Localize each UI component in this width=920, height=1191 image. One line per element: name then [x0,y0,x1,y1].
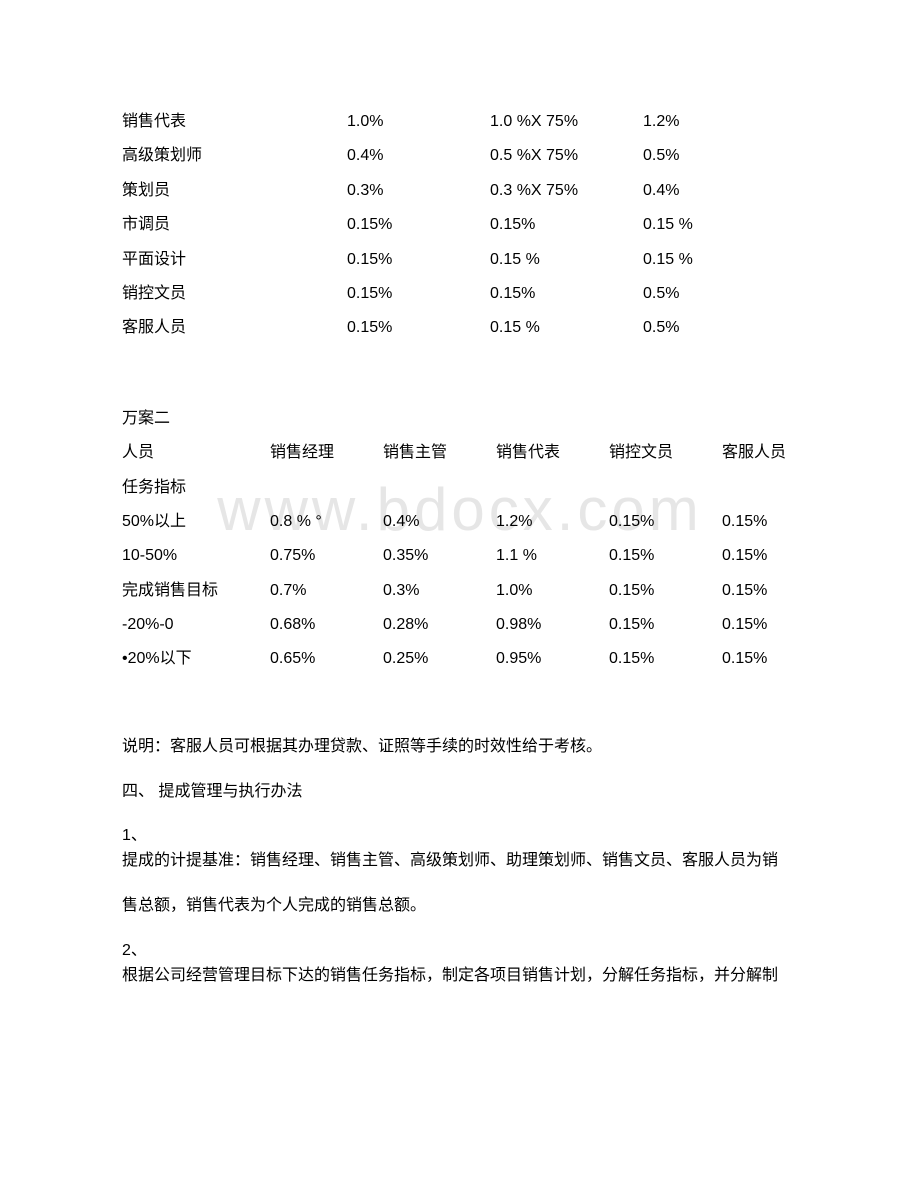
row-value: 0.15% [347,277,490,311]
item-2-number: 2、 [122,942,147,959]
row-label: -20%-0 [122,608,270,642]
row-value: 1.0 %X 75% [490,105,643,139]
row-value: 0.15 % [490,311,643,345]
subheader-label: 任务指标 [122,471,270,505]
commission-table-2: 人员销售经理销售主管销售代表销控文员客服人员任务指标50%以上0.8 % °0.… [122,436,798,677]
row-value: 0.15 % [643,243,798,277]
row-value: 0.4% [383,505,496,539]
table-row: 10-50%0.75%0.35%1.1 %0.15%0.15% [122,539,798,573]
row-label: 50%以上 [122,505,270,539]
row-value: 0.25% [383,642,496,676]
row-value: 1.2% [496,505,609,539]
row-value: 0.75% [270,539,383,573]
row-value: 0.15% [490,208,643,242]
row-value: 0.15% [609,505,722,539]
table-row: 平面设计0.15%0.15 %0.15 % [122,243,798,277]
row-value: 0.15% [609,574,722,608]
row-value: 0.5% [643,277,798,311]
row-label: 高级策划师 [122,139,347,173]
row-value: 1.2% [643,105,798,139]
row-value: 0.15% [490,277,643,311]
table-subheader-row: 任务指标 [122,471,798,505]
table-row: 策划员0.3%0.3 %X 75%0.4% [122,174,798,208]
row-value: 1.1 % [496,539,609,573]
row-value: 0.15% [347,208,490,242]
paragraph-section: 说明：客服人员可根据其办理贷款、证照等手续的时效性给于考核。 四、 提成管理与执… [122,735,798,989]
row-value: 0.7% [270,574,383,608]
table-row: -20%-00.68%0.28%0.98%0.15%0.15% [122,608,798,642]
item-1-continuation: 售总额，销售代表为个人完成的销售总额。 [122,894,798,919]
row-label: 销售代表 [122,105,347,139]
row-value: 0.15% [347,243,490,277]
row-value: 0.68% [270,608,383,642]
row-value: 0.15% [722,642,798,676]
item-1: 1、 提成的计提基准：销售经理、销售主管、高级策划师、助理策划师、销售文员、客服… [122,824,798,874]
row-value: 0.95% [496,642,609,676]
column-header: 客服人员 [722,436,798,470]
row-value: 0.15% [722,505,798,539]
row-value: 0.5 %X 75% [490,139,643,173]
row-value: 0.15% [722,574,798,608]
row-value: 0.4% [643,174,798,208]
row-value: 0.15% [722,608,798,642]
column-header: 人员 [122,436,270,470]
row-label: 客服人员 [122,311,347,345]
row-label: •20%以下 [122,642,270,676]
row-label: 销控文员 [122,277,347,311]
row-value: 1.0% [496,574,609,608]
column-header: 销控文员 [609,436,722,470]
row-value: 0.15 % [490,243,643,277]
table-row: 50%以上0.8 % °0.4%1.2%0.15%0.15% [122,505,798,539]
row-value: 0.15% [722,539,798,573]
row-value: 0.65% [270,642,383,676]
column-header: 销售主管 [383,436,496,470]
row-label: 市调员 [122,208,347,242]
row-value: 0.3% [347,174,490,208]
table2-title: 万案二 [122,402,798,436]
document-content: 销售代表1.0%1.0 %X 75%1.2%高级策划师0.4%0.5 %X 75… [122,105,798,988]
table-row: 客服人员0.15%0.15 %0.5% [122,311,798,345]
row-value: 0.15% [347,311,490,345]
row-value: 0.98% [496,608,609,642]
row-value: 0.3 %X 75% [490,174,643,208]
row-value: 0.15% [609,642,722,676]
table-row: 高级策划师0.4%0.5 %X 75%0.5% [122,139,798,173]
note-paragraph: 说明：客服人员可根据其办理贷款、证照等手续的时效性给于考核。 [122,735,798,760]
table-row: 完成销售目标0.7%0.3%1.0%0.15%0.15% [122,574,798,608]
row-value: 0.4% [347,139,490,173]
empty-cell [609,471,722,505]
table-row: 销控文员0.15%0.15%0.5% [122,277,798,311]
row-label: 10-50% [122,539,270,573]
item-2-text: 根据公司经营管理目标下达的销售任务指标，制定各项目销售计划，分解任务指标，并分解… [122,967,778,984]
empty-cell [383,471,496,505]
table-row: 销售代表1.0%1.0 %X 75%1.2% [122,105,798,139]
row-label: 完成销售目标 [122,574,270,608]
column-header: 销售经理 [270,436,383,470]
item-2: 2、 根据公司经营管理目标下达的销售任务指标，制定各项目销售计划，分解任务指标，… [122,939,798,989]
table-row: 市调员0.15%0.15%0.15 % [122,208,798,242]
empty-cell [722,471,798,505]
row-value: 0.8 % ° [270,505,383,539]
table-row: •20%以下0.65%0.25%0.95%0.15%0.15% [122,642,798,676]
row-value: 0.15% [609,608,722,642]
row-value: 0.3% [383,574,496,608]
section-heading: 四、 提成管理与执行办法 [122,780,798,805]
table-header-row: 人员销售经理销售主管销售代表销控文员客服人员 [122,436,798,470]
row-value: 0.15% [609,539,722,573]
row-value: 0.5% [643,139,798,173]
row-value: 0.28% [383,608,496,642]
row-value: 0.35% [383,539,496,573]
commission-table-1: 销售代表1.0%1.0 %X 75%1.2%高级策划师0.4%0.5 %X 75… [122,105,798,346]
row-value: 0.15 % [643,208,798,242]
empty-cell [270,471,383,505]
row-value: 0.5% [643,311,798,345]
item-1-text: 提成的计提基准：销售经理、销售主管、高级策划师、助理策划师、销售文员、客服人员为… [122,852,778,869]
row-label: 平面设计 [122,243,347,277]
row-value: 1.0% [347,105,490,139]
empty-cell [496,471,609,505]
item-1-number: 1、 [122,827,147,844]
row-label: 策划员 [122,174,347,208]
column-header: 销售代表 [496,436,609,470]
